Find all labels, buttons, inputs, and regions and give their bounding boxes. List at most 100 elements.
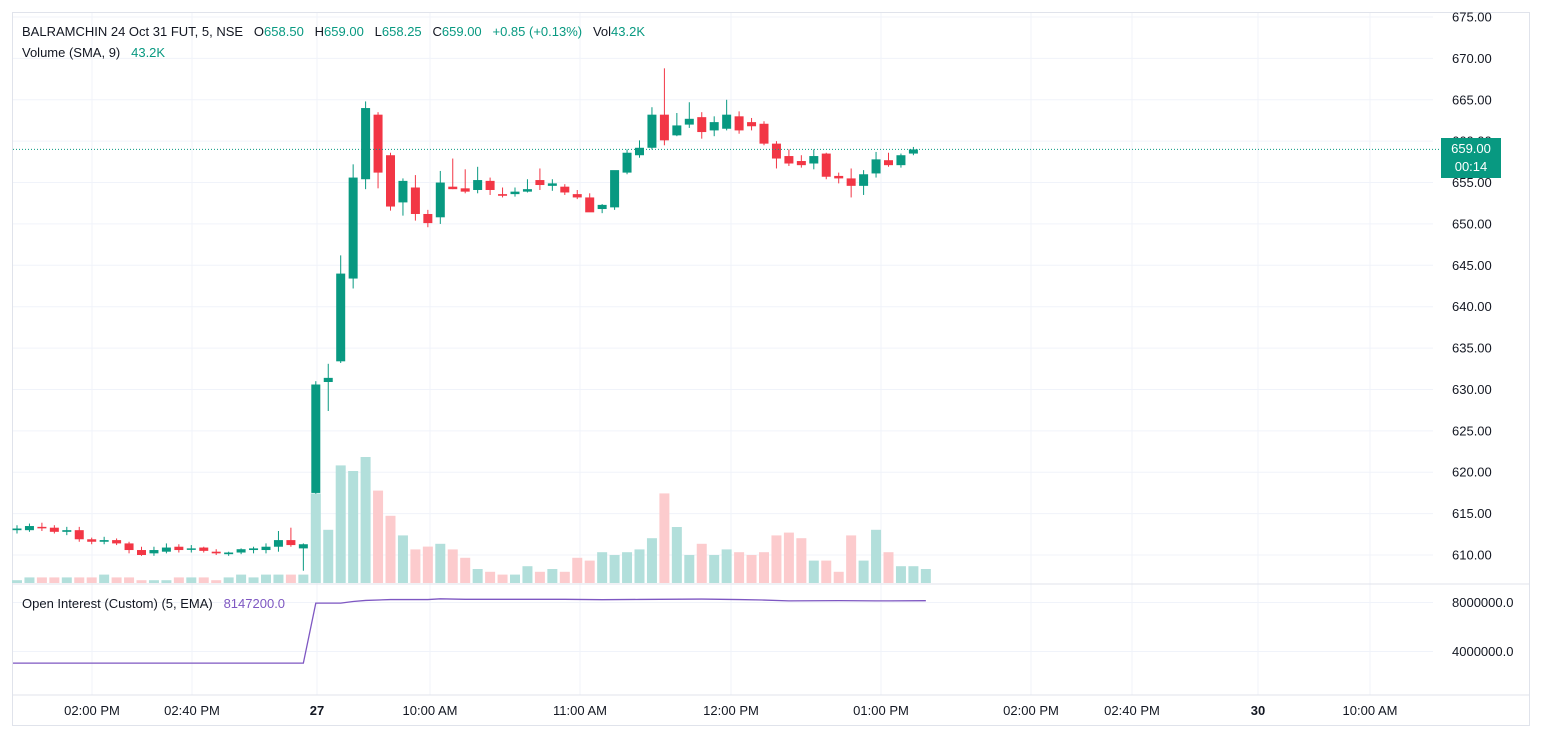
volume-bar [696,543,707,583]
time-axis-label: 12:00 PM [703,703,759,718]
candle-body [149,550,159,554]
candle-body [597,204,607,210]
volume-bar [622,552,633,583]
volume-bar [148,580,159,583]
candle [572,189,582,200]
volume-bar [671,527,682,583]
candle-body [834,175,844,179]
candle [286,527,296,547]
candle-body [236,549,246,553]
volume-bar [173,577,184,583]
candle-body [684,118,694,125]
candle [771,141,781,169]
candle [684,102,694,128]
volume-bar [273,574,284,583]
candle [435,170,445,224]
price-axis-label: 645.00 [1452,258,1492,273]
volume-bar [310,493,321,583]
last-price-tag: 659.00 00:14 [1441,138,1501,178]
candle [485,177,495,195]
volume-bar [460,557,471,583]
candle [547,179,557,191]
candle-body [423,213,433,224]
volume-value: 43.2K [611,24,646,39]
grid-lines [13,13,1530,696]
volume-bar [485,571,496,583]
candle-body [722,114,732,129]
volume-bar [871,529,882,583]
volume-bar [709,555,720,583]
candle-body [311,384,321,493]
price-axis-label: 670.00 [1452,51,1492,66]
candle-body [12,528,22,531]
volume-bar [472,569,483,583]
candle-body [908,149,918,154]
volume-bar [659,493,670,583]
candle-body [124,543,134,551]
candle-body [286,540,296,546]
volume-bars [12,457,931,583]
candle [386,152,395,211]
candle [659,68,669,146]
candle [448,158,458,190]
open-value: 658.50 [264,24,304,39]
chart-frame [12,12,1530,726]
candle [398,178,408,216]
price-axis-label: 615.00 [1452,506,1492,521]
candle [709,116,719,137]
volume-bar [883,552,894,583]
volume-bar [920,569,931,583]
candle-body [199,547,209,551]
volume-bar [435,543,446,583]
candle [361,101,371,190]
candle-body [522,189,532,192]
candle-body [161,547,171,552]
candle-body [485,180,495,190]
candle-body [24,526,34,531]
candle-body [211,551,221,554]
candle [871,151,881,178]
candle-body [361,108,371,180]
volume-bar [86,577,97,583]
candle-body [435,182,445,218]
price-axis-label: 675.00 [1452,10,1492,25]
price-axis-label: 650.00 [1452,216,1492,231]
candle [672,113,682,137]
candle-body [709,122,719,131]
time-axis-label: 02:00 PM [1003,703,1059,718]
candle-body [386,155,395,207]
candle [236,548,246,555]
candle [859,170,869,195]
volume-bar [248,577,259,583]
candle [62,526,72,536]
oi-study-value: 8147200.0 [223,596,286,611]
candle-body [809,156,819,164]
volume-bar [161,580,172,583]
volume-bar [634,549,645,583]
candle-body [112,540,122,544]
candle-body [87,539,97,542]
candle-body [796,161,806,166]
candle [747,117,757,131]
volume-bar [908,566,919,583]
candle [261,543,271,554]
price-axis-label: 665.00 [1452,92,1492,107]
candle [722,99,732,131]
candle [510,187,520,197]
candle-body [771,143,781,159]
volume-bar [609,555,620,583]
candle [759,121,769,146]
low-value: 658.25 [381,24,422,39]
candle [647,107,657,150]
candle-body [186,548,196,550]
candle-body [37,526,47,529]
last-price-value: 659.00 [1451,141,1491,156]
volume-bar [808,560,819,583]
price-axis-label: 655.00 [1452,175,1492,190]
volume-bar [12,580,22,583]
candle-body [784,156,794,164]
candle-body [348,177,358,279]
candle [298,543,308,571]
candle-body [871,159,881,174]
